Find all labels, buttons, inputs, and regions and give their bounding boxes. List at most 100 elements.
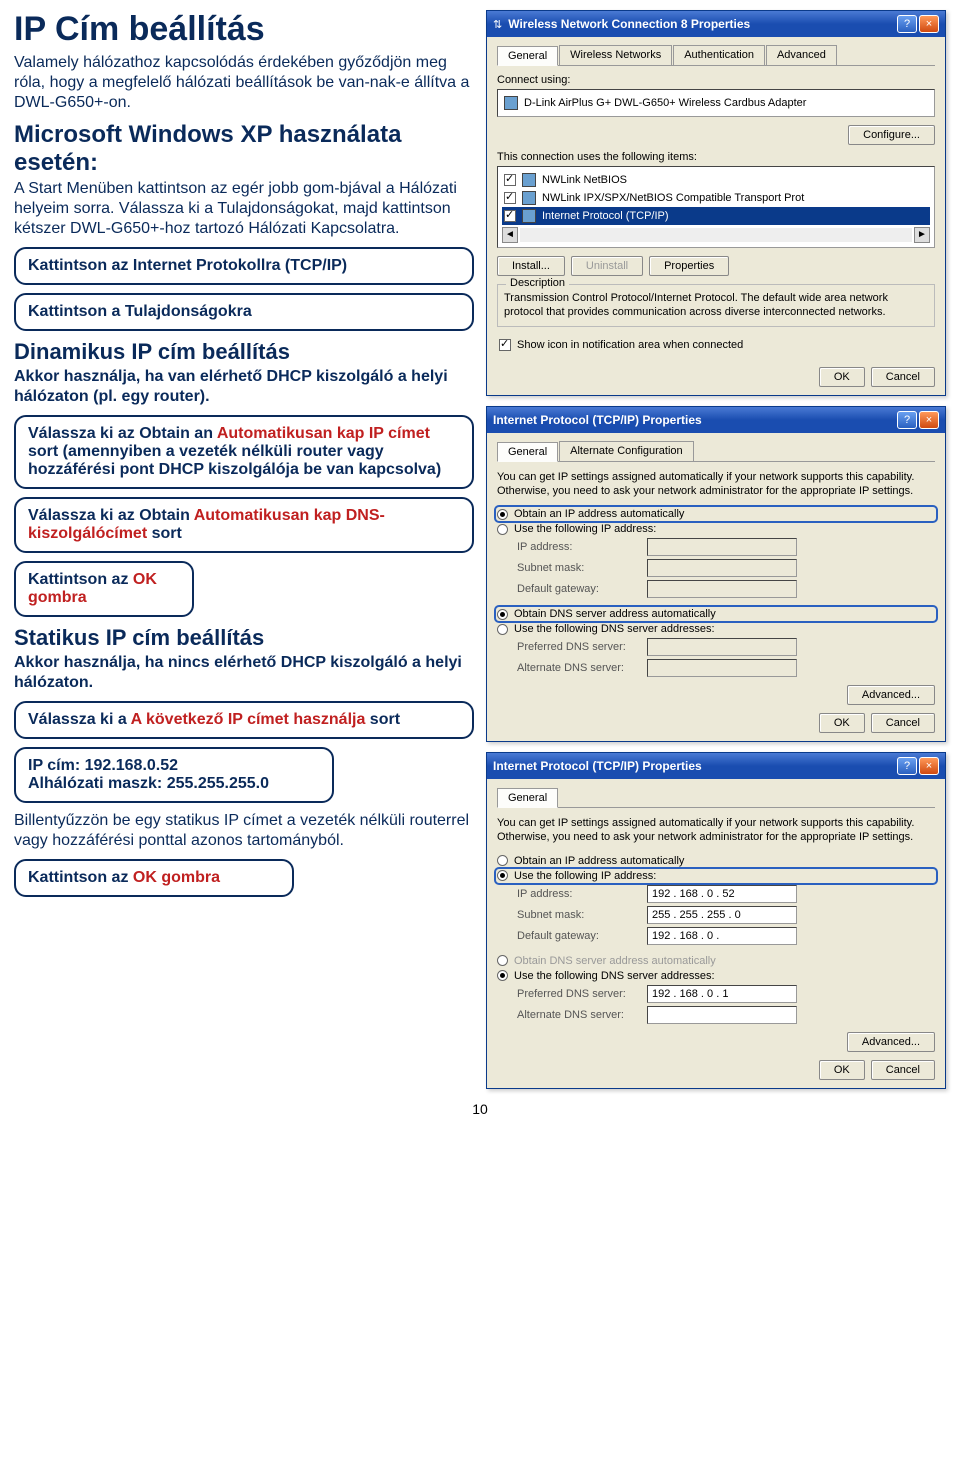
page-title: IP Cím beállítás — [14, 10, 474, 49]
radio-obtain-dns-auto[interactable]: Obtain DNS server address automatically — [497, 608, 935, 620]
radio-icon[interactable] — [497, 970, 508, 981]
subnet-input[interactable]: 255 . 255 . 255 . 0 — [647, 906, 797, 924]
radio-icon[interactable] — [497, 609, 508, 620]
checkbox-icon[interactable] — [504, 174, 516, 186]
radio-label: Obtain DNS server address automatically — [514, 955, 716, 967]
items-list[interactable]: NWLink NetBIOS NWLink IPX/SPX/NetBIOS Co… — [497, 166, 935, 248]
tab-advanced[interactable]: Advanced — [766, 45, 837, 65]
list-item-label: NWLink NetBIOS — [542, 174, 627, 186]
callout-obtain-ip: Válassza ki az Obtain an Automatikusan k… — [14, 415, 474, 489]
pref-dns-input — [647, 638, 797, 656]
scroll-track[interactable] — [520, 228, 912, 242]
callout-red: A következő IP címet használja — [131, 711, 366, 728]
tab-wireless[interactable]: Wireless Networks — [559, 45, 672, 65]
titlebar[interactable]: ⇅ Wireless Network Connection 8 Properti… — [487, 11, 945, 37]
tab-auth[interactable]: Authentication — [673, 45, 765, 65]
field-label: Preferred DNS server: — [517, 988, 647, 1000]
radio-label: Use the following DNS server addresses: — [514, 970, 715, 982]
radio-use-following-ip[interactable]: Use the following IP address: — [497, 523, 935, 535]
pref-dns-input[interactable]: 192 . 168 . 0 . 1 — [647, 985, 797, 1003]
callout-text: sort (amennyiben a vezeték nélküli route… — [28, 443, 441, 478]
close-button[interactable]: × — [919, 411, 939, 429]
ok-button[interactable]: OK — [819, 367, 865, 387]
radio-use-following-ip[interactable]: Use the following IP address: — [497, 870, 935, 882]
list-item-selected[interactable]: Internet Protocol (TCP/IP) — [502, 207, 930, 225]
cancel-button[interactable]: Cancel — [871, 1060, 935, 1080]
radio-label: Use the following DNS server addresses: — [514, 623, 715, 635]
callout-ip-values: IP cím: 192.168.0.52 Alhálózati maszk: 2… — [14, 747, 334, 803]
tabs: General Wireless Networks Authentication… — [497, 45, 935, 66]
callout-text: Kattintson az — [28, 869, 133, 886]
callout-text: sort — [365, 711, 400, 728]
radio-obtain-ip-auto[interactable]: Obtain an IP address automatically — [497, 855, 935, 867]
window-title: Wireless Network Connection 8 Properties — [508, 17, 750, 31]
alt-dns-input[interactable] — [647, 1006, 797, 1024]
items-label: This connection uses the following items… — [497, 151, 935, 163]
list-item[interactable]: NWLink IPX/SPX/NetBIOS Compatible Transp… — [502, 189, 930, 207]
install-button[interactable]: Install... — [497, 256, 565, 276]
close-button[interactable]: × — [919, 757, 939, 775]
tabs: General Alternate Configuration — [497, 441, 935, 462]
advanced-button[interactable]: Advanced... — [847, 1032, 935, 1052]
pref-dns-value: 192 . 168 . 0 . 1 — [652, 988, 728, 1000]
checkbox-icon[interactable] — [499, 339, 511, 351]
radio-label: Obtain an IP address automatically — [514, 508, 684, 520]
callout-red: OK gombra — [133, 869, 220, 886]
tab-general[interactable]: General — [497, 442, 558, 462]
gateway-input — [647, 580, 797, 598]
scroll-right-icon[interactable]: ► — [914, 227, 930, 243]
titlebar[interactable]: Internet Protocol (TCP/IP) Properties ? … — [487, 753, 945, 779]
connect-label: Connect using: — [497, 74, 935, 86]
ip-address-row: IP address: — [517, 538, 935, 556]
connection-properties-dialog: ⇅ Wireless Network Connection 8 Properti… — [486, 10, 946, 396]
gateway-row: Default gateway: — [517, 580, 935, 598]
ip-value: 192 . 168 . 0 . 52 — [652, 888, 735, 900]
configure-button[interactable]: Configure... — [848, 125, 935, 145]
radio-obtain-ip-auto[interactable]: Obtain an IP address automatically — [497, 508, 935, 520]
radio-use-following-dns[interactable]: Use the following DNS server addresses: — [497, 623, 935, 635]
field-label: Default gateway: — [517, 583, 647, 595]
protocol-icon — [522, 173, 536, 187]
titlebar[interactable]: Internet Protocol (TCP/IP) Properties ? … — [487, 407, 945, 433]
tab-general[interactable]: General — [497, 46, 558, 66]
gateway-input[interactable]: 192 . 168 . 0 . — [647, 927, 797, 945]
ok-button[interactable]: OK — [819, 1060, 865, 1080]
tab-alt-config[interactable]: Alternate Configuration — [559, 441, 694, 461]
tab-general[interactable]: General — [497, 788, 558, 808]
checkbox-icon[interactable] — [504, 192, 516, 204]
radio-use-following-dns[interactable]: Use the following DNS server addresses: — [497, 970, 935, 982]
checkbox-icon[interactable] — [504, 210, 516, 222]
callout-ip: IP cím: 192.168.0.52 — [28, 757, 320, 775]
pref-dns-row: Preferred DNS server: — [517, 638, 935, 656]
scrollbar[interactable]: ◄ ► — [502, 227, 930, 243]
callout-use-following-ip: Válassza ki a A következő IP címet haszn… — [14, 701, 474, 739]
list-item[interactable]: NWLink NetBIOS — [502, 171, 930, 189]
show-icon-label: Show icon in notification area when conn… — [517, 339, 743, 351]
properties-button[interactable]: Properties — [649, 256, 729, 276]
scroll-left-icon[interactable]: ◄ — [502, 227, 518, 243]
callout-properties: Kattintson a Tulajdonságokra — [14, 293, 474, 331]
radio-icon[interactable] — [497, 855, 508, 866]
adapter-icon — [504, 96, 518, 110]
uninstall-button[interactable]: Uninstall — [571, 256, 643, 276]
close-button[interactable]: × — [919, 15, 939, 33]
show-icon-row[interactable]: Show icon in notification area when conn… — [497, 337, 935, 353]
field-label: Subnet mask: — [517, 909, 647, 921]
help-button[interactable]: ? — [897, 411, 917, 429]
help-button[interactable]: ? — [897, 15, 917, 33]
list-item-label: Internet Protocol (TCP/IP) — [542, 210, 669, 222]
footer-body: Billentyűzzön be egy statikus IP címet a… — [14, 811, 474, 851]
radio-icon[interactable] — [497, 870, 508, 881]
ip-input[interactable]: 192 . 168 . 0 . 52 — [647, 885, 797, 903]
ok-button[interactable]: OK — [819, 713, 865, 733]
radio-icon[interactable] — [497, 509, 508, 520]
cancel-button[interactable]: Cancel — [871, 713, 935, 733]
intro-text: Valamely hálózathoz kapcsolódás érdekébe… — [14, 53, 474, 113]
advanced-button[interactable]: Advanced... — [847, 685, 935, 705]
list-item-label: NWLink IPX/SPX/NetBIOS Compatible Transp… — [542, 192, 804, 204]
radio-icon[interactable] — [497, 524, 508, 535]
help-button[interactable]: ? — [897, 757, 917, 775]
cancel-button[interactable]: Cancel — [871, 367, 935, 387]
radio-obtain-dns-auto: Obtain DNS server address automatically — [497, 955, 935, 967]
radio-icon[interactable] — [497, 624, 508, 635]
